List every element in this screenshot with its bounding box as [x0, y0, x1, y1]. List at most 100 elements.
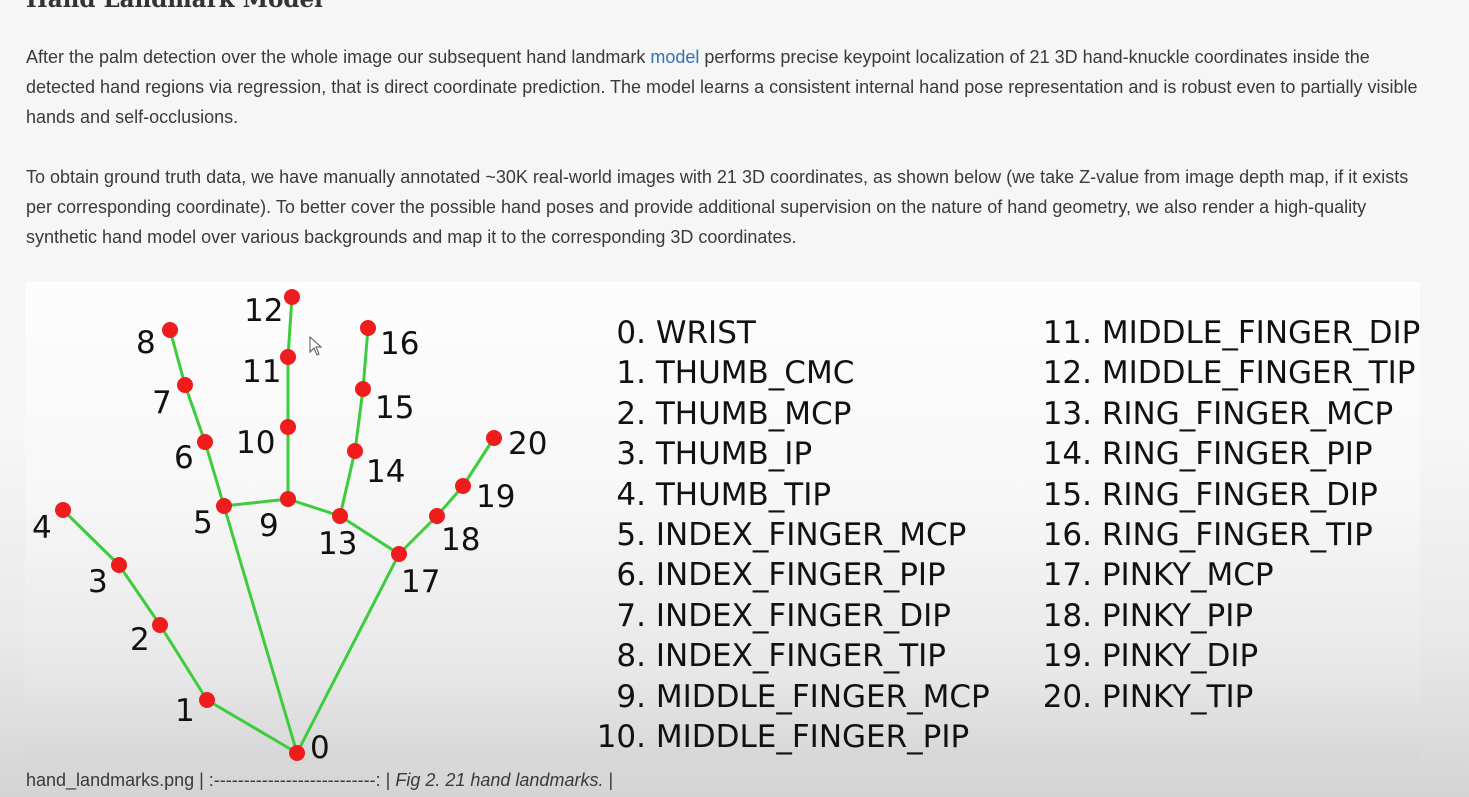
- keypoint-dot: [355, 381, 371, 397]
- bone-line: [61, 508, 121, 567]
- landmark-name: PINKY_PIP: [1101, 597, 1254, 634]
- bone-line: [205, 698, 299, 755]
- landmark-number: 11.: [1042, 315, 1092, 351]
- landmark-item: 12. MIDDLE_FINGER_TIP: [1030, 353, 1420, 393]
- hand-keypoints: [55, 289, 502, 761]
- landmark-item: 18. PINKY_PIP: [1030, 596, 1420, 636]
- keypoint-label: 8: [136, 325, 156, 361]
- keypoint-label: 14: [366, 454, 405, 490]
- landmark-number: 13.: [1042, 395, 1092, 432]
- landmark-name: RING_FINGER_PIP: [1101, 436, 1373, 473]
- landmark-name: PINKY_MCP: [1101, 557, 1274, 594]
- landmark-number: 16.: [1042, 516, 1092, 553]
- bone-line: [168, 328, 187, 387]
- landmark-name: THUMB_CMC: [655, 355, 855, 392]
- keypoint-dot: [332, 508, 348, 524]
- bone-line: [295, 552, 401, 755]
- landmark-name: THUMB_MCP: [655, 395, 852, 432]
- landmark-item: 1. THUMB_CMC: [588, 353, 990, 393]
- landmark-number: 14.: [1042, 436, 1092, 473]
- landmark-name: RING_FINGER_TIP: [1101, 516, 1373, 553]
- keypoint-label: 10: [236, 425, 275, 461]
- landmark-name: INDEX_FINGER_TIP: [655, 638, 946, 675]
- bone-line: [338, 514, 401, 556]
- figure-caption: hand_landmarks.png | :------------------…: [26, 770, 613, 791]
- caption-end: |: [603, 770, 614, 790]
- keypoint-dot: [360, 320, 376, 336]
- landmark-item: 10. MIDDLE_FINGER_PIP: [588, 717, 990, 757]
- keypoint-label: 6: [174, 440, 194, 476]
- landmark-name: INDEX_FINGER_PIP: [655, 557, 946, 594]
- landmark-item: 6. INDEX_FINGER_PIP: [588, 555, 990, 595]
- keypoint-label: 7: [152, 385, 172, 421]
- landmark-item: 11. MIDDLE_FINGER_DIP: [1030, 313, 1421, 353]
- landmark-number: 4.: [616, 476, 646, 513]
- keypoint-label: 1: [175, 693, 195, 729]
- bone-line: [158, 623, 209, 702]
- keypoint-label: 9: [259, 508, 279, 544]
- landmark-name: RING_FINGER_DIP: [1101, 476, 1378, 513]
- landmark-list-left: 0. WRIST 1. THUMB_CMC 2. THUMB_MCP 3. THUMB…: [588, 313, 990, 757]
- landmark-number: 3.: [616, 436, 646, 473]
- keypoint-label: 18: [441, 522, 480, 558]
- landmark-name: MIDDLE_FINGER_TIP: [1101, 355, 1416, 392]
- keypoint-dot: [197, 434, 213, 450]
- bone-line: [117, 563, 162, 627]
- landmark-item: 16. RING_FINGER_TIP: [1030, 515, 1420, 555]
- landmark-name: MIDDLE_FINGER_DIP: [1101, 315, 1421, 351]
- keypoint-dot: [486, 430, 502, 446]
- landmark-name: INDEX_FINGER_MCP: [655, 516, 967, 553]
- landmark-number: 17.: [1042, 557, 1092, 594]
- landmark-item: 7. INDEX_FINGER_DIP: [588, 596, 990, 636]
- bone-line: [338, 449, 357, 518]
- bone-line: [203, 440, 226, 508]
- keypoint-label: 12: [244, 293, 283, 329]
- landmark-name: RING_FINGER_MCP: [1101, 395, 1394, 432]
- ground-truth-paragraph: To obtain ground truth data, we have man…: [26, 167, 1409, 247]
- bone-line: [286, 295, 294, 359]
- landmark-number: 2.: [616, 395, 646, 432]
- landmark-number: 20.: [1042, 678, 1092, 715]
- landmark-number: 5.: [616, 516, 646, 553]
- keypoint-dot: [280, 349, 296, 365]
- keypoint-label: 13: [318, 526, 357, 562]
- bone-line: [461, 436, 496, 488]
- keypoint-dot: [289, 745, 305, 761]
- landmark-name: THUMB_TIP: [655, 476, 832, 513]
- keypoint-dot: [152, 617, 168, 633]
- landmark-item: 15. RING_FINGER_DIP: [1030, 475, 1420, 515]
- bone-line: [222, 497, 290, 508]
- landmark-number: 15.: [1042, 476, 1092, 513]
- figure-background: [25, 282, 1420, 765]
- keypoint-dot: [111, 557, 127, 573]
- keypoint-dot: [455, 478, 471, 494]
- landmark-number: 10.: [596, 718, 646, 755]
- keypoint-dot: [347, 443, 363, 459]
- intro-text-end: performs precise keypoint localization o…: [26, 47, 1418, 127]
- keypoint-label: 17: [401, 564, 440, 600]
- landmark-number: 6.: [616, 557, 646, 594]
- landmark-number: 12.: [1042, 355, 1092, 392]
- landmark-number: 7.: [616, 597, 646, 634]
- landmark-item: 17. PINKY_MCP: [1030, 555, 1420, 595]
- keypoint-label: 20: [508, 426, 547, 462]
- keypoint-label: 3: [88, 564, 108, 600]
- keypoint-dot: [162, 322, 178, 338]
- landmark-item: 9. MIDDLE_FINGER_MCP: [588, 677, 989, 717]
- keypoint-label: 19: [476, 479, 515, 515]
- landmark-item: 19. PINKY_DIP: [1030, 636, 1420, 676]
- landmark-number: 0.: [616, 315, 646, 351]
- keypoint-dot: [429, 508, 445, 524]
- landmark-number: 1.: [616, 355, 646, 392]
- keypoint-label: 0: [310, 730, 330, 766]
- landmark-number: 8.: [616, 638, 646, 675]
- landmark-name: WRIST: [655, 315, 756, 351]
- keypoint-dot: [280, 419, 296, 435]
- intro-paragraph: After the palm detection over the whole …: [26, 42, 1436, 132]
- mouse-cursor-icon: [309, 336, 323, 356]
- keypoint-label: 5: [193, 505, 213, 541]
- bone-line: [183, 383, 207, 444]
- landmark-number: 19.: [1042, 638, 1092, 675]
- model-link[interactable]: model: [650, 47, 700, 67]
